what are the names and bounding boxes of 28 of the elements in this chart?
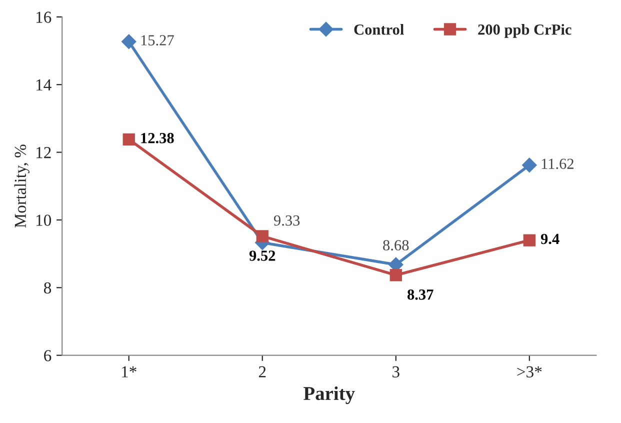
y-tick-label: 16 (36, 12, 52, 23)
point (122, 133, 135, 146)
data-label: 9.33 (274, 215, 300, 226)
point (522, 158, 537, 173)
legend-label: Control (354, 24, 404, 35)
x-tick-label: 1* (122, 366, 136, 378)
y-tick-label: 6 (44, 350, 52, 362)
data-label: 11.62 (542, 158, 574, 170)
x-tick-label: >3* (517, 366, 542, 378)
x-tick-label: 3 (392, 366, 400, 378)
point (256, 230, 268, 242)
legend-label: 200 ppb CrPic (478, 24, 572, 38)
data-label: 8.37 (408, 289, 434, 300)
point (390, 269, 402, 282)
x-tick-label: 2 (258, 366, 266, 378)
data-label: 8.68 (383, 240, 409, 250)
data-label: 15.27 (141, 35, 174, 46)
point (523, 234, 536, 246)
y-tick-label: 14 (36, 79, 52, 90)
point (121, 34, 136, 50)
data-label: 12.38 (141, 132, 174, 144)
y-tick-label: 12 (36, 147, 51, 158)
y-tick-label: 8 (44, 282, 52, 294)
data-label: 9.4 (540, 234, 560, 244)
y-axis-title: Mortality, % (14, 144, 30, 228)
y-tick-label: 10 (36, 214, 52, 226)
data-label: 9.52 (249, 250, 276, 261)
x-axis-title: Parity (304, 386, 355, 404)
